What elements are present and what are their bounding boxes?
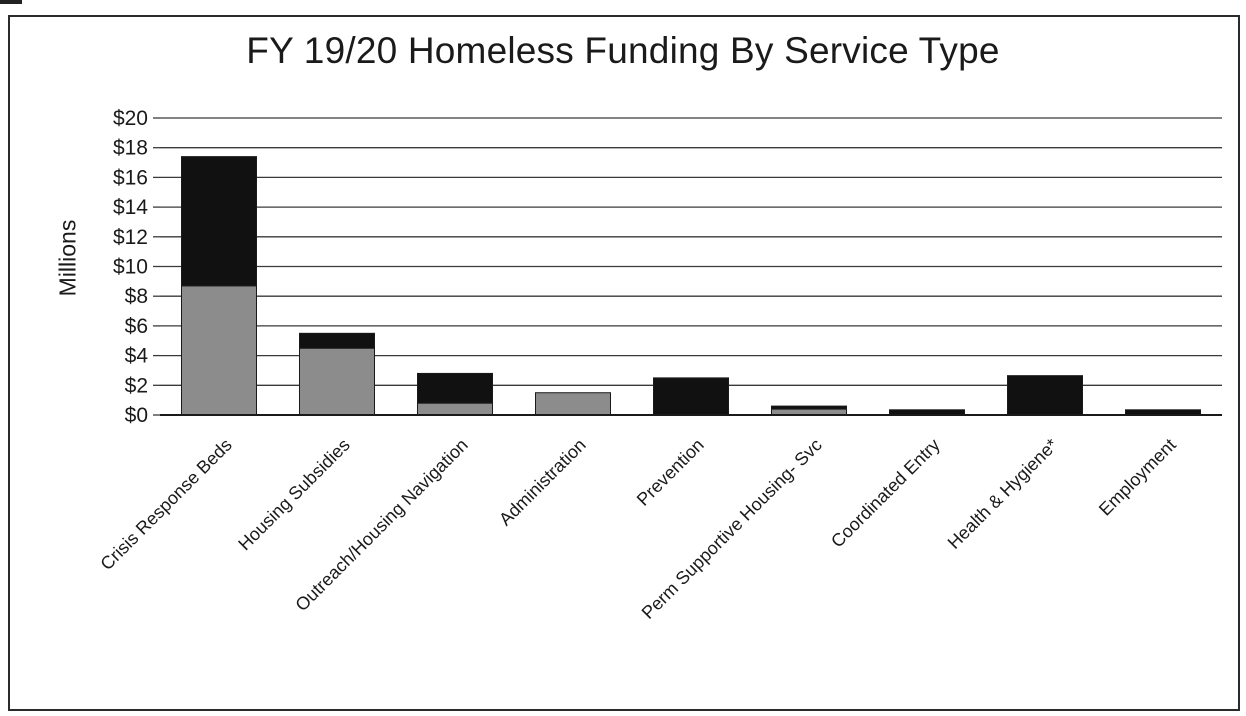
bar-segment [417, 372, 493, 404]
y-tick-label: $16 [113, 166, 148, 189]
bar-segment [771, 405, 847, 410]
y-tick-label: $12 [113, 226, 148, 249]
bar-segment [181, 156, 257, 287]
y-axis-ticks: $0 $2 $4 $6 $8 $10 $12 $14 $16 $18 $20 [113, 107, 160, 427]
x-category-label: Health & Hygiene* [944, 435, 1062, 553]
bar-segment [653, 377, 729, 416]
x-category-label: Administration [495, 435, 590, 530]
bar-segment [181, 285, 257, 416]
x-category-label: Prevention [633, 435, 708, 510]
y-tick-label: $4 [125, 345, 149, 368]
y-tick-label: $6 [125, 315, 148, 338]
y-tick-label: $2 [125, 374, 148, 397]
y-tick-label: $10 [113, 256, 148, 279]
bar-segment [299, 332, 375, 349]
y-tick-label: $0 [125, 404, 148, 427]
x-category-label: Employment [1095, 435, 1180, 520]
bar-segment [1007, 375, 1083, 416]
bar-segment [417, 402, 493, 416]
x-category-label: Crisis Response Beds [96, 435, 235, 574]
x-category-label: Housing Subsidies [234, 435, 354, 555]
bars [181, 156, 1201, 416]
bar-segment [535, 392, 611, 416]
bar-segment [299, 347, 375, 416]
x-category-label: Coordinated Entry [827, 435, 944, 552]
y-tick-label: $18 [113, 137, 148, 160]
chart-title: FY 19/20 Homeless Funding By Service Typ… [246, 30, 1000, 71]
y-tick-label: $20 [113, 107, 148, 130]
edge-fragment [0, 0, 22, 4]
gridlines [160, 117, 1222, 416]
y-tick-label: $8 [125, 285, 148, 308]
y-tick-label: $14 [113, 196, 148, 219]
